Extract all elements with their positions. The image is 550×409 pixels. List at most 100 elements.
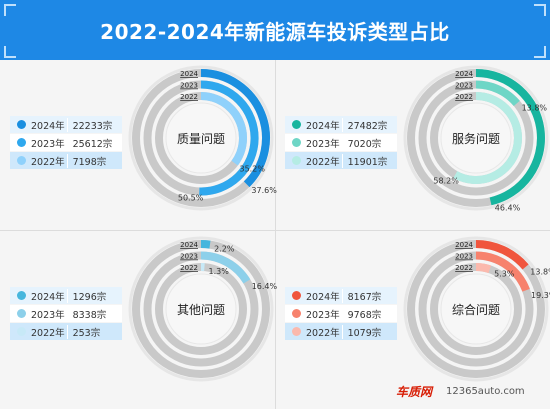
ring-segment-2024 [475, 69, 545, 206]
legend-item: 2024年 1296宗 [10, 287, 122, 304]
legend-value: 8167宗 [341, 288, 397, 303]
legend-value: 253宗 [66, 324, 122, 339]
panel-quality: 2024年 22233宗 2023年 25612宗 2022年 7198宗 37.6% 20… [0, 60, 277, 230]
center-label: 质量问题 [177, 132, 225, 146]
legend-swatch [292, 309, 301, 318]
divider [275, 60, 276, 409]
legend-item: 2022年 1079宗 [285, 323, 397, 340]
donut-hole [440, 273, 512, 345]
legend-year: 2022年 [306, 327, 340, 339]
legend-item: 2022年 11901宗 [285, 152, 397, 169]
center-label: 服务问题 [452, 131, 500, 146]
page-title: 2022-2024年新能源车投诉类型占比 [100, 20, 450, 44]
donut-hole [440, 102, 512, 174]
legend-year: 2022年 [306, 156, 340, 168]
legend-value: 7198宗 [66, 153, 122, 168]
legend-year: 2022年 [31, 156, 65, 168]
ring-segment-2022 [475, 263, 492, 274]
donut-chart: 46.4% 2024 13.8% 2023 58.2% 2022 服务问题 [400, 60, 550, 230]
ring-year-label: 2024 [455, 241, 473, 249]
legend-swatch [292, 327, 301, 336]
legend-value: 1296宗 [66, 288, 122, 303]
donut-hole [165, 102, 237, 174]
ring-segment-2024 [200, 240, 211, 249]
corner-decoration [4, 46, 16, 58]
ring-segment-2023 [199, 80, 259, 196]
legend-item: 2024年 27482宗 [285, 116, 397, 133]
data-label: 5.3% [494, 269, 515, 278]
legend-year: 2023年 [306, 138, 340, 150]
donut-chart: 2.2% 2024 16.4% 2023 1.3% 2022 其他问题 [125, 231, 278, 401]
donut-chart: 37.6% 2024 50.5% 2023 35.2% 2022 质量问题 [125, 60, 277, 230]
legend-year: 2024年 [31, 291, 65, 303]
corner-decoration [534, 46, 546, 58]
legend-year: 2024年 [31, 120, 65, 132]
legend-value: 25612宗 [66, 135, 122, 150]
data-label: 50.5% [178, 194, 204, 203]
ring-year-label: 2022 [455, 93, 473, 101]
legend-item: 2024年 8167宗 [285, 287, 397, 304]
legend-value: 11901宗 [341, 153, 397, 168]
legend-swatch [17, 138, 26, 147]
legend-swatch [17, 156, 26, 165]
ring-year-label: 2022 [455, 264, 473, 272]
ring-year-label: 2024 [455, 70, 473, 78]
data-label: 13.8% [530, 267, 550, 276]
legend-item: 2022年 253宗 [10, 323, 122, 340]
ring-segment-2024 [475, 240, 529, 270]
center-label: 其他问题 [177, 303, 225, 317]
legend-year: 2024年 [306, 120, 340, 132]
legend: 2024年 22233宗 2023年 25612宗 2022年 7198宗 [10, 116, 122, 170]
legend-swatch [292, 138, 301, 147]
data-label: 1.3% [209, 267, 230, 276]
data-label: 37.6% [251, 186, 277, 195]
ring-year-label: 2023 [455, 82, 473, 90]
legend-year: 2024年 [306, 291, 340, 303]
ring-segment-2023 [200, 251, 251, 284]
donut-svg: 2.2% 2024 16.4% 2023 1.3% 2022 其他问题 [128, 236, 278, 382]
divider [0, 230, 550, 231]
legend-swatch [17, 309, 26, 318]
data-label: 16.4% [252, 282, 278, 291]
legend: 2024年 8167宗 2023年 9768宗 2022年 1079宗 [285, 287, 397, 341]
ring-decoration [128, 236, 274, 382]
legend: 2024年 27482宗 2023年 7020宗 2022年 11901宗 [285, 116, 397, 170]
ring-year-label: 2024 [180, 70, 198, 78]
ring-decoration [403, 65, 549, 211]
legend-item: 2023年 7020宗 [285, 134, 397, 151]
ring-year-label: 2022 [180, 264, 198, 272]
ring-segment-2024 [200, 69, 270, 188]
legend-value: 27482宗 [341, 117, 397, 132]
legend-year: 2022年 [31, 327, 65, 339]
legend-value: 9768宗 [341, 306, 397, 321]
legend-item: 2023年 25612宗 [10, 134, 122, 151]
ring-segment-2022 [453, 92, 522, 184]
legend-item: 2024年 22233宗 [10, 116, 122, 133]
data-label: 2.2% [214, 245, 235, 254]
brand-url: 12365auto.com [446, 386, 525, 397]
data-label: 46.4% [495, 203, 521, 212]
data-label: 19.3% [531, 291, 550, 300]
legend-swatch [17, 291, 26, 300]
legend-swatch [292, 291, 301, 300]
legend-year: 2023年 [31, 309, 65, 321]
center-label: 综合问题 [452, 302, 500, 317]
legend-item: 2023年 8338宗 [10, 305, 122, 322]
ring-year-label: 2023 [180, 253, 198, 261]
brand-logo: 车质网 [396, 385, 433, 399]
corner-decoration [534, 4, 546, 16]
corner-decoration [4, 4, 16, 16]
title-bar: 2022-2024年新能源车投诉类型占比 [0, 0, 550, 60]
donut-svg: 13.8% 2024 19.3% 2023 5.3% 2022 综合问题 [403, 236, 550, 382]
ring-year-label: 2023 [455, 253, 473, 261]
ring-year-label: 2024 [180, 241, 198, 249]
ring-segment-2023 [475, 251, 530, 292]
legend-swatch [17, 120, 26, 129]
donut-svg: 37.6% 2024 50.5% 2023 35.2% 2022 质量问题 [128, 65, 277, 211]
legend-value: 22233宗 [66, 117, 122, 132]
ring-year-label: 2022 [180, 93, 198, 101]
donut-chart: 13.8% 2024 19.3% 2023 5.3% 2022 综合问题 [400, 231, 550, 401]
ring-year-label: 2023 [180, 82, 198, 90]
ring-decoration [403, 236, 549, 382]
